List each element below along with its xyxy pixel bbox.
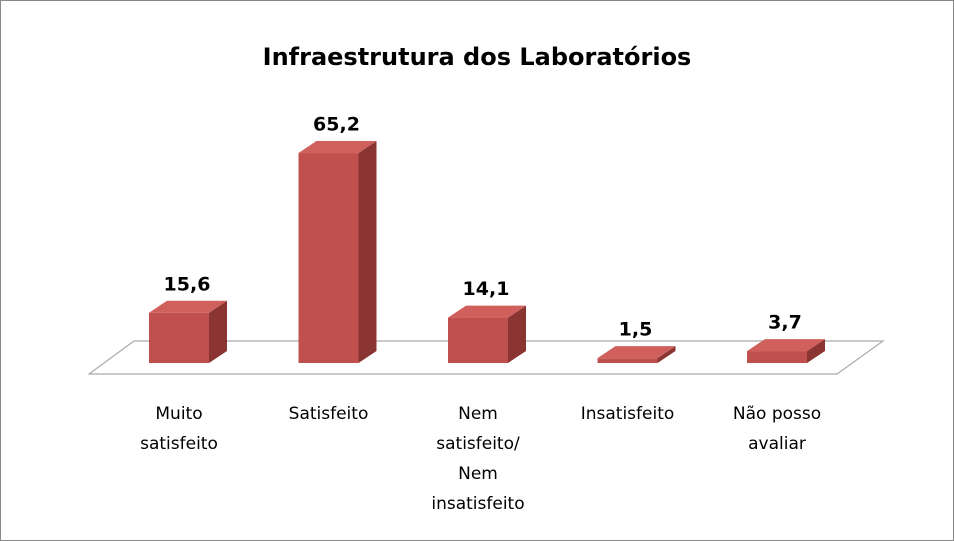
bar-side	[209, 300, 227, 363]
bar	[597, 358, 658, 363]
x-tick-label: Insatisfeito	[580, 404, 675, 424]
chart-title: Infraestrutura dos Laboratórios	[263, 43, 692, 71]
bar	[747, 351, 807, 363]
bar-side	[807, 339, 825, 363]
data-label: 15,6	[164, 273, 211, 295]
bar-top	[597, 346, 676, 359]
data-label: 65,2	[313, 114, 360, 136]
data-label: 3,7	[768, 312, 802, 334]
x-tick-label: Não posso avaliar	[732, 404, 822, 454]
bar-side	[358, 141, 377, 363]
x-tick-label: Satisfeito	[288, 404, 369, 424]
bar-side	[508, 305, 526, 363]
data-label: 14,1	[463, 278, 510, 300]
x-tick-label: Muito satisfeito	[140, 404, 218, 454]
bar	[298, 153, 359, 363]
bar-top	[149, 300, 227, 313]
bar-side	[657, 346, 676, 363]
data-label: 1,5	[619, 319, 653, 341]
bar-top	[747, 339, 825, 352]
bar-top	[448, 305, 526, 318]
x-tick-label: Nem satisfeito/ Nem insatisfeito	[431, 404, 525, 514]
bar	[448, 317, 508, 363]
bar	[149, 312, 209, 363]
bar-top	[298, 141, 377, 154]
